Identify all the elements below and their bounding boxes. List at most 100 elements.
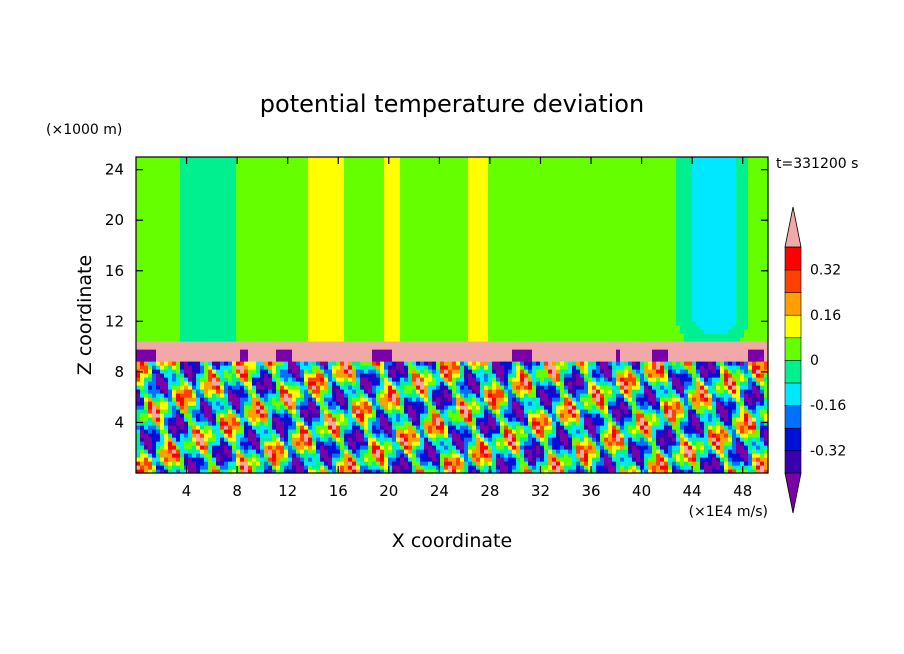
field-cell xyxy=(364,261,369,266)
field-cell xyxy=(272,169,277,174)
field-cell xyxy=(384,437,389,442)
field-cell xyxy=(304,173,309,178)
field-cell xyxy=(336,217,341,222)
field-cell xyxy=(344,429,349,434)
field-cell xyxy=(168,253,173,258)
field-cell xyxy=(328,253,333,258)
field-cell xyxy=(264,237,269,242)
field-cell xyxy=(288,269,293,274)
field-cell xyxy=(200,353,205,358)
field-cell xyxy=(304,209,309,214)
field-cell xyxy=(252,309,257,314)
field-cell xyxy=(312,345,317,350)
field-cell xyxy=(272,469,277,474)
field-cell xyxy=(148,397,153,402)
field-cell xyxy=(152,305,157,310)
field-cell xyxy=(136,209,141,214)
field-cell xyxy=(300,233,305,238)
field-cell xyxy=(240,261,245,266)
field-cell xyxy=(272,225,277,230)
field-cell xyxy=(248,313,253,318)
field-cell xyxy=(320,241,325,246)
field-cell xyxy=(380,165,385,170)
field-cell xyxy=(192,289,197,294)
field-cell xyxy=(168,357,173,362)
field-cell xyxy=(384,305,389,310)
field-cell xyxy=(364,429,369,434)
field-cell xyxy=(180,233,185,238)
field-cell xyxy=(276,349,281,354)
field-cell xyxy=(188,293,193,298)
field-cell xyxy=(176,329,181,334)
field-cell xyxy=(228,281,233,286)
field-cell xyxy=(368,449,373,454)
field-cell xyxy=(292,229,297,234)
field-cell xyxy=(312,369,317,374)
field-cell xyxy=(336,457,341,462)
field-cell xyxy=(340,385,345,390)
field-cell xyxy=(348,393,353,398)
field-cell xyxy=(380,293,385,298)
field-cell xyxy=(384,313,389,318)
field-cell xyxy=(260,245,265,250)
field-cell xyxy=(236,437,241,442)
field-cell xyxy=(244,189,249,194)
field-cell xyxy=(256,405,261,410)
field-cell xyxy=(304,293,309,298)
field-cell xyxy=(276,309,281,314)
field-cell xyxy=(192,365,197,370)
field-cell xyxy=(324,205,329,210)
field-cell xyxy=(248,321,253,326)
field-cell xyxy=(300,229,305,234)
field-cell xyxy=(280,429,285,434)
field-cell xyxy=(160,221,165,226)
field-cell xyxy=(152,413,157,418)
field-cell xyxy=(292,441,297,446)
field-cell xyxy=(260,261,265,266)
field-cell xyxy=(220,381,225,386)
field-cell xyxy=(292,421,297,426)
field-cell xyxy=(376,325,381,330)
field-cell xyxy=(184,441,189,446)
field-cell xyxy=(384,273,389,278)
field-cell xyxy=(204,277,209,282)
field-cell xyxy=(212,213,217,218)
field-cell xyxy=(312,185,317,190)
field-cell xyxy=(196,397,201,402)
field-cell xyxy=(296,325,301,330)
field-cell xyxy=(368,157,373,162)
field-cell xyxy=(136,345,141,350)
field-cell xyxy=(364,337,369,342)
field-cell xyxy=(196,261,201,266)
field-cell xyxy=(208,217,213,222)
field-cell xyxy=(348,397,353,402)
field-cell xyxy=(184,165,189,170)
field-cell xyxy=(252,249,257,254)
field-cell xyxy=(156,337,161,342)
field-cell xyxy=(384,285,389,290)
field-cell xyxy=(384,369,389,374)
field-cell xyxy=(244,425,249,430)
field-cell xyxy=(316,205,321,210)
field-cell xyxy=(168,177,173,182)
field-cell xyxy=(192,321,197,326)
field-cell xyxy=(172,205,177,210)
field-cell xyxy=(284,221,289,226)
field-cell xyxy=(272,213,277,218)
field-cell xyxy=(280,269,285,274)
field-cell xyxy=(188,377,193,382)
field-cell xyxy=(356,293,361,298)
field-cell xyxy=(280,393,285,398)
field-cell xyxy=(340,269,345,274)
field-cell xyxy=(152,169,157,174)
field-cell xyxy=(200,289,205,294)
field-cell xyxy=(360,273,365,278)
field-cell xyxy=(228,345,233,350)
field-cell xyxy=(348,161,353,166)
field-cell xyxy=(312,449,317,454)
field-cell xyxy=(308,373,313,378)
field-cell xyxy=(276,345,281,350)
field-cell xyxy=(360,209,365,214)
field-cell xyxy=(316,305,321,310)
field-cell xyxy=(224,293,229,298)
